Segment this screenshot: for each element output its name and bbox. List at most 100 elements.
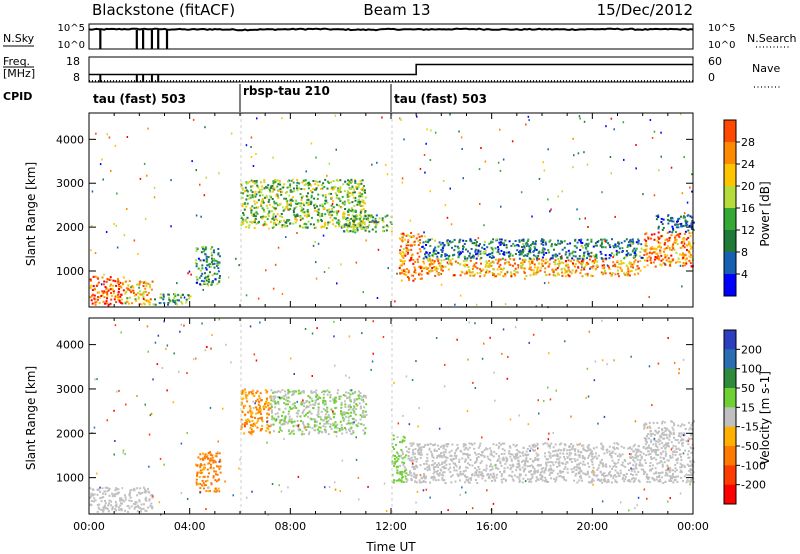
scatter-point — [638, 450, 641, 453]
scatter-point — [347, 396, 350, 399]
scatter-point — [540, 266, 542, 269]
scatter-point — [600, 271, 603, 274]
scatter-point — [457, 251, 460, 254]
scatter-point — [352, 417, 355, 420]
scatter-point — [277, 222, 280, 225]
scatter-point — [346, 193, 349, 196]
scatter-point — [685, 473, 688, 476]
scatter-point — [207, 280, 210, 283]
scatter-point — [392, 446, 395, 449]
scatter-point — [341, 226, 344, 229]
scatter-point — [142, 285, 145, 287]
scatter-point — [124, 292, 127, 295]
scatter-point — [255, 181, 258, 184]
scatter-point — [139, 177, 142, 180]
scatter-point — [480, 454, 483, 457]
scatter-point — [607, 266, 610, 269]
scatter-point — [505, 261, 508, 264]
scatter-point — [358, 204, 361, 207]
scatter-point — [423, 247, 426, 250]
scatter-point — [590, 266, 593, 268]
scatter-point — [206, 454, 209, 457]
scatter-point — [354, 196, 357, 199]
scatter-point — [360, 398, 363, 401]
scatter-point — [548, 455, 551, 457]
scatter-point — [137, 506, 140, 509]
scatter-point — [375, 223, 378, 226]
scatter-point — [471, 255, 474, 258]
scatter-point — [559, 470, 562, 472]
scatter-point — [441, 478, 444, 481]
scatter-point — [205, 260, 208, 263]
scatter-point — [245, 420, 248, 423]
scatter-point — [277, 407, 280, 410]
scatter-point — [561, 255, 563, 258]
scatter-point — [312, 403, 315, 406]
scatter-point — [277, 396, 280, 399]
scatter-point — [342, 183, 345, 186]
scatter-point — [358, 195, 361, 198]
scatter-point — [541, 467, 544, 470]
scatter-point — [445, 463, 448, 466]
scatter-point — [686, 479, 689, 482]
scatter-point — [348, 195, 351, 198]
scatter-point — [672, 469, 674, 472]
scatter-point — [348, 219, 351, 222]
scatter-point — [251, 416, 254, 419]
scatter-point — [603, 479, 606, 482]
scatter-point — [648, 481, 651, 484]
scatter-point — [544, 452, 546, 455]
scatter-point — [435, 449, 438, 452]
scatter-point — [438, 455, 441, 458]
scatter-point — [669, 264, 671, 267]
scatter-point — [329, 423, 332, 426]
scatter-point — [657, 216, 660, 219]
scatter-point — [340, 226, 343, 229]
scatter-point — [269, 424, 272, 427]
scatter-point — [547, 481, 550, 483]
scatter-point — [606, 264, 609, 267]
scatter-point — [253, 394, 256, 397]
colorbar-swatch — [724, 120, 736, 143]
nsky-frame — [88, 23, 694, 50]
scatter-point — [280, 429, 283, 432]
scatter-point — [467, 250, 469, 253]
scatter-point — [352, 227, 355, 230]
scatter-point — [292, 403, 295, 406]
scatter-point — [499, 267, 502, 270]
scatter-point — [426, 268, 429, 271]
scatter-point — [420, 451, 423, 454]
scatter-point — [315, 424, 318, 427]
scatter-point — [572, 467, 575, 470]
scatter-point — [662, 262, 665, 265]
scatter-point — [261, 198, 264, 200]
scatter-point — [330, 192, 333, 195]
scatter-point — [359, 214, 362, 216]
scatter-point — [336, 282, 338, 285]
scatter-point — [274, 181, 277, 184]
scatter-point — [429, 443, 432, 445]
scatter-point — [529, 244, 532, 247]
scatter-point — [370, 220, 373, 223]
scatter-point — [595, 452, 597, 455]
scatter-point — [615, 446, 618, 449]
scatter-point — [535, 458, 538, 461]
scatter-point — [326, 411, 329, 413]
scatter-point — [634, 448, 637, 451]
scatter-point — [210, 459, 213, 462]
scatter-point — [349, 181, 352, 184]
scatter-point — [143, 290, 146, 293]
scatter-point — [679, 469, 682, 472]
scatter-point — [97, 506, 100, 509]
scatter-point — [207, 462, 210, 465]
scatter-point — [465, 240, 468, 242]
scatter-point — [420, 477, 423, 480]
scatter-point — [272, 430, 275, 433]
scatter-point — [427, 238, 430, 241]
scatter-point — [317, 396, 320, 398]
scatter-point — [406, 276, 409, 278]
scatter-point — [423, 262, 426, 265]
scatter-point — [274, 207, 277, 210]
scatter-point — [544, 478, 547, 481]
scatter-point — [415, 481, 418, 484]
